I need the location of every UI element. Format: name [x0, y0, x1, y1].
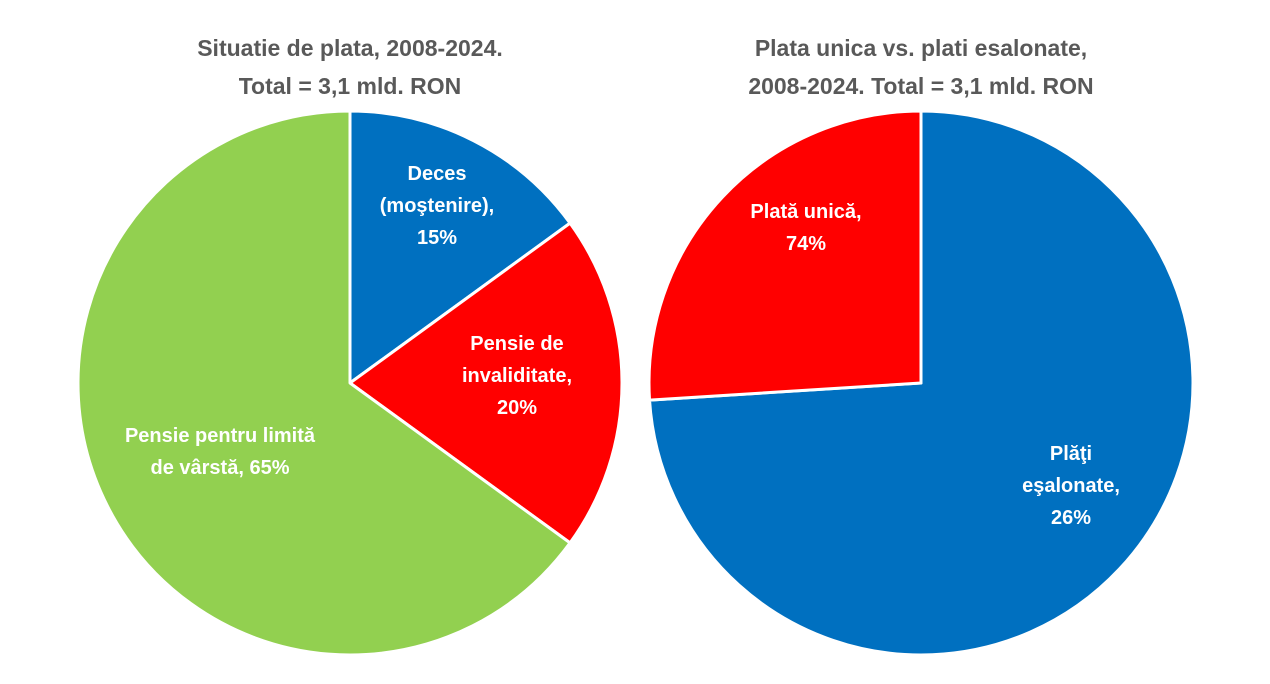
slice-data-label: Plată unică, — [750, 201, 861, 223]
slice-data-label: de vârstă, 65% — [151, 457, 290, 479]
slice-data-label: 20% — [497, 397, 537, 419]
pie-slice-deces-mo-tenire- — [348, 109, 572, 385]
pie-slice-pl-i-e-alonate — [647, 109, 923, 402]
chart-title-line: 2008-2024. Total = 3,1 mld. RON — [748, 73, 1093, 99]
slice-data-label: Plăţi — [1050, 443, 1092, 465]
pie-chart-1: Situatie de plata, 2008-2024. Total = 3,1… — [76, 35, 624, 657]
slice-data-label: eşalonate, — [1022, 475, 1120, 497]
pie-chart-2: Plata unica vs. plati esalonate, 2008-202… — [647, 35, 1195, 657]
slice-data-label: Pensie de — [470, 333, 563, 355]
slice-data-label: 26% — [1051, 507, 1091, 529]
slice-data-label: Pensie pentru limită — [125, 425, 316, 447]
chart-title-line: Plata unica vs. plati esalonate, — [755, 35, 1087, 61]
pie-slice-pensie-pentru-limit-de-v-rst- — [76, 109, 572, 657]
slice-data-label: 74% — [786, 233, 826, 255]
chart-title-line: Situatie de plata, 2008-2024. — [197, 35, 503, 61]
slice-data-label: (moştenire), — [380, 195, 494, 217]
chart-title-line: Total = 3,1 mld. RON — [239, 73, 462, 99]
slice-data-label: invaliditate, — [462, 365, 572, 387]
slice-data-label: Deces — [408, 163, 467, 185]
slice-data-label: 15% — [417, 227, 457, 249]
pie-slice-pensie-de-invaliditate — [348, 221, 624, 545]
